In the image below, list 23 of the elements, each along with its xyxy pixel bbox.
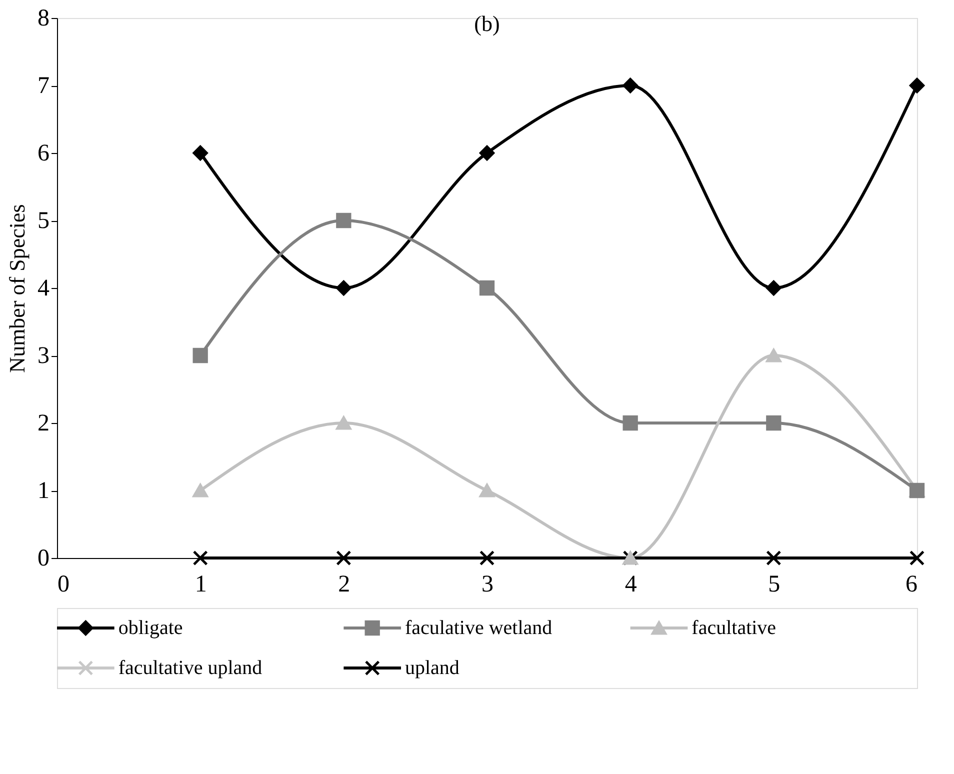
y-tick-label: 4 [38, 276, 50, 302]
x-tick-label: 2 [338, 572, 350, 598]
y-tick-label: 1 [38, 478, 50, 504]
y-tick-label: 0 [38, 546, 50, 572]
x-tick-label: 6 [906, 572, 918, 598]
legend-label: upland [405, 657, 460, 679]
y-tick-label: 7 [38, 73, 50, 99]
legend-label: obligate [118, 617, 183, 639]
x-tick-label: 4 [624, 572, 637, 598]
legend-label: facultative upland [118, 657, 262, 679]
chart-title: (b) [474, 11, 500, 36]
x-tick-label: 0 [58, 572, 70, 598]
y-tick-label: 8 [38, 6, 50, 32]
x-tick-label: 1 [194, 572, 207, 598]
y-tick-label: 6 [38, 140, 50, 166]
y-tick-label: 3 [38, 343, 50, 369]
x-tick-label: 3 [482, 572, 494, 598]
y-axis-title: Number of Species [4, 204, 30, 373]
y-tick-label: 2 [38, 410, 50, 436]
legend-label: facultative [692, 617, 776, 639]
legend-label: faculative wetland [405, 617, 552, 639]
y-tick-label: 5 [38, 208, 50, 234]
x-tick-label: 5 [768, 572, 780, 598]
